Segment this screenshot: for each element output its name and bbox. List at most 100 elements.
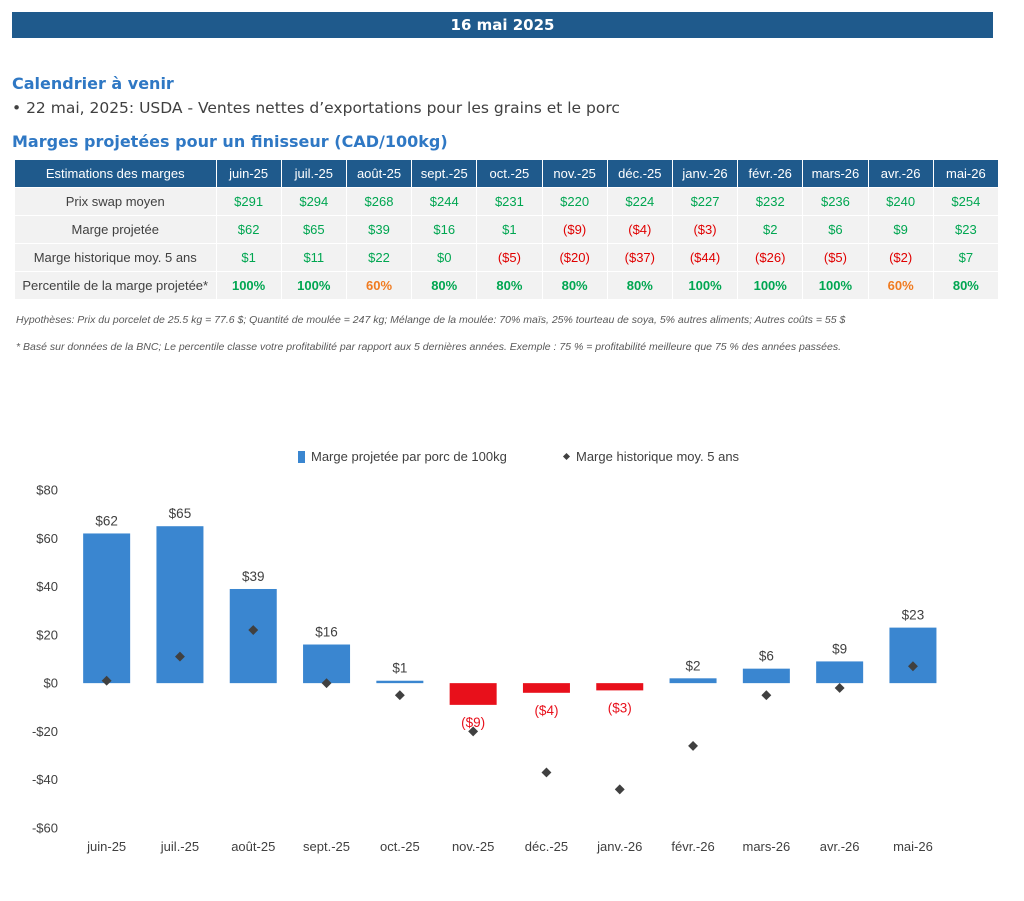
table-cell: $231 [476, 187, 543, 216]
margins-title: Marges projetées pour un finisseur (CAD/… [12, 132, 448, 151]
x-tick-label: juin-25 [86, 839, 126, 854]
data-label: $23 [902, 608, 925, 623]
table-cell: ($20) [542, 243, 608, 272]
month-header: oct.-25 [476, 160, 543, 188]
data-label: ($3) [608, 700, 632, 715]
y-tick-label: $20 [36, 627, 58, 642]
table-cell: $11 [281, 243, 347, 272]
y-tick-label: $40 [36, 579, 58, 594]
table-cell: ($5) [476, 243, 543, 272]
table-cell: ($5) [802, 243, 869, 272]
y-tick-label: -$40 [32, 772, 58, 787]
x-tick-label: déc.-25 [525, 839, 568, 854]
table-cell: 100% [672, 271, 739, 299]
marker-point [614, 784, 625, 795]
data-label: $6 [759, 649, 774, 664]
data-label: ($9) [461, 715, 485, 730]
legend-marker-label: Marge historique moy. 5 ans [576, 449, 740, 464]
header-label: Estimations des marges [15, 160, 217, 188]
table-cell: 100% [802, 271, 869, 299]
table-cell: $1 [216, 243, 282, 272]
month-header: janv.-26 [672, 160, 739, 188]
row-label: Marge projetée [15, 215, 217, 244]
month-header: juin-25 [216, 160, 282, 188]
data-label: $65 [169, 506, 192, 521]
table-cell: $236 [802, 187, 869, 216]
month-header: août-25 [346, 160, 413, 188]
table-cell: $7 [933, 243, 1000, 272]
margin-chart: Marge projetée par porc de 100kg Marge h… [32, 449, 937, 854]
table-cell: ($9) [542, 215, 608, 244]
calendar-title: Calendrier à venir [12, 74, 174, 93]
table-row: Prix swap moyen $291 $294 $268 $244 $231… [15, 187, 1000, 216]
marker-point [761, 690, 772, 701]
table-cell: 80% [933, 271, 1000, 299]
x-tick-label: mai-26 [893, 839, 933, 854]
x-axis: juin-25 juil.-25 août-25 sept.-25 oct.-25 nov… [86, 839, 933, 854]
y-tick-label: $60 [36, 531, 58, 546]
data-label: ($4) [534, 703, 558, 718]
table-cell: ($44) [672, 243, 739, 272]
hypotheses-note: Hypothèses: Prix du porcelet de 25.5 kg … [16, 314, 846, 326]
x-tick-label: oct.-25 [380, 839, 420, 854]
data-label: $62 [95, 513, 118, 528]
table-cell: $220 [542, 187, 608, 216]
table-cell: 100% [737, 271, 804, 299]
legend-bar-swatch [298, 451, 305, 463]
table-row: Marge projetée $62 $65 $39 $16 $1 ($9) (… [15, 215, 1000, 244]
x-tick-label: juil.-25 [160, 839, 199, 854]
data-labels: $62 $65 $39 $16 $1 ($9) ($4) ($3) $2 $6 $9 $23 [95, 506, 924, 730]
table-cell: $224 [607, 187, 673, 216]
table-cell: $65 [281, 215, 347, 244]
table-cell: $244 [411, 187, 478, 216]
data-label: $16 [315, 625, 338, 640]
y-tick-label: $0 [44, 676, 58, 691]
table-cell: 80% [542, 271, 608, 299]
bar [669, 678, 717, 684]
data-label: $2 [686, 658, 701, 673]
table-cell: ($4) [607, 215, 673, 244]
y-tick-label: $80 [36, 483, 58, 498]
bar [376, 680, 424, 684]
table-cell: ($37) [607, 243, 673, 272]
month-header: mars-26 [802, 160, 869, 188]
table-cell: $22 [346, 243, 413, 272]
table-cell: $240 [868, 187, 934, 216]
table-cell: 80% [607, 271, 673, 299]
table-cell: $23 [933, 215, 1000, 244]
table-cell: 100% [216, 271, 282, 299]
table-cell: $9 [868, 215, 934, 244]
marker-point [908, 661, 918, 672]
marker-point [101, 675, 112, 686]
bar [303, 644, 351, 684]
y-tick-label: -$60 [32, 821, 58, 836]
bar [742, 668, 790, 684]
table-cell: 60% [346, 271, 413, 299]
x-tick-label: févr.-26 [671, 839, 714, 854]
legend-marker-swatch [562, 452, 571, 461]
table-cell: $2 [737, 215, 804, 244]
table-cell: $62 [216, 215, 282, 244]
table-cell: 60% [868, 271, 934, 299]
table-cell: $6 [802, 215, 869, 244]
margins-table: Estimations des marges juin-25 juil.-25 … [15, 160, 1000, 299]
table-cell: $294 [281, 187, 347, 216]
row-label: Prix swap moyen [15, 187, 217, 216]
marker-point [541, 767, 552, 778]
y-tick-label: -$20 [32, 724, 58, 739]
table-cell: $227 [672, 187, 739, 216]
marker-point [248, 625, 259, 635]
month-header: févr.-26 [737, 160, 804, 188]
y-axis: -$60 -$40 -$20 $0 $20 $40 $60 $80 [32, 483, 58, 836]
chart-legend: Marge projetée par porc de 100kg Marge h… [298, 449, 740, 464]
table-cell: ($2) [868, 243, 934, 272]
table-cell: ($26) [737, 243, 804, 272]
month-header: avr.-26 [868, 160, 934, 188]
table-cell: $232 [737, 187, 804, 216]
month-header: mai-26 [933, 160, 1000, 188]
date-banner: 16 mai 2025 [12, 12, 993, 38]
bar [889, 627, 937, 684]
bar [522, 683, 570, 693]
marker-point [394, 690, 405, 701]
table-cell: 100% [281, 271, 347, 299]
